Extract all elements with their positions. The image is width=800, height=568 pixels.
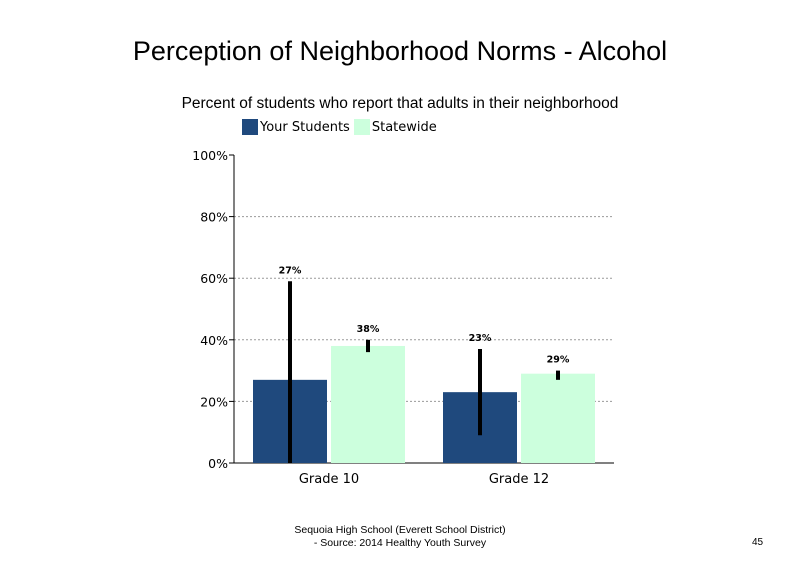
data-label: 27%	[279, 265, 302, 276]
bar	[331, 345, 405, 463]
y-tick-label: 20%	[200, 394, 228, 409]
legend-label-your-students: Your Students	[260, 119, 350, 135]
bar	[521, 373, 595, 463]
source-footer: Sequoia High School (Everett School Dist…	[240, 524, 560, 550]
legend-label-statewide: Statewide	[371, 119, 437, 135]
data-label: 29%	[547, 355, 570, 366]
legend-item-statewide: Statewide	[353, 119, 437, 135]
y-tick-label: 0%	[208, 456, 228, 471]
x-tick-label: Grade 12	[489, 472, 549, 487]
page-number: 45	[752, 537, 764, 548]
y-tick-label: 40%	[200, 333, 228, 348]
y-tick-label: 80%	[200, 210, 228, 225]
chart-subtitle: Percent of students who report that adul…	[181, 95, 619, 112]
legend-swatch-statewide	[353, 119, 370, 135]
footer-line-source: - Source: 2014 Healthy Youth Survey	[313, 537, 487, 549]
chart-title: Perception of Neighborhood Norms - Alcoh…	[132, 36, 668, 66]
data-label: 38%	[357, 324, 380, 335]
x-tick-label: Grade 10	[299, 472, 359, 487]
legend-swatch-your-students	[242, 119, 258, 135]
legend: Your Students Statewide	[242, 118, 441, 136]
y-tick-label: 100%	[192, 148, 228, 163]
legend-item-your-students: Your Students	[242, 119, 350, 135]
y-tick-label: 60%	[200, 271, 228, 286]
footer-line-school: Sequoia High School (Everett School Dist…	[294, 524, 506, 536]
data-label: 23%	[469, 333, 492, 344]
